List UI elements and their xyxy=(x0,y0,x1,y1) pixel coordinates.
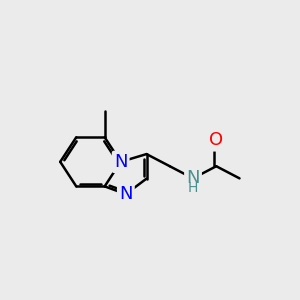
Text: H: H xyxy=(188,181,198,195)
Text: N: N xyxy=(119,185,133,203)
Text: N: N xyxy=(114,153,128,171)
Text: N: N xyxy=(186,169,200,188)
Text: O: O xyxy=(209,131,223,149)
